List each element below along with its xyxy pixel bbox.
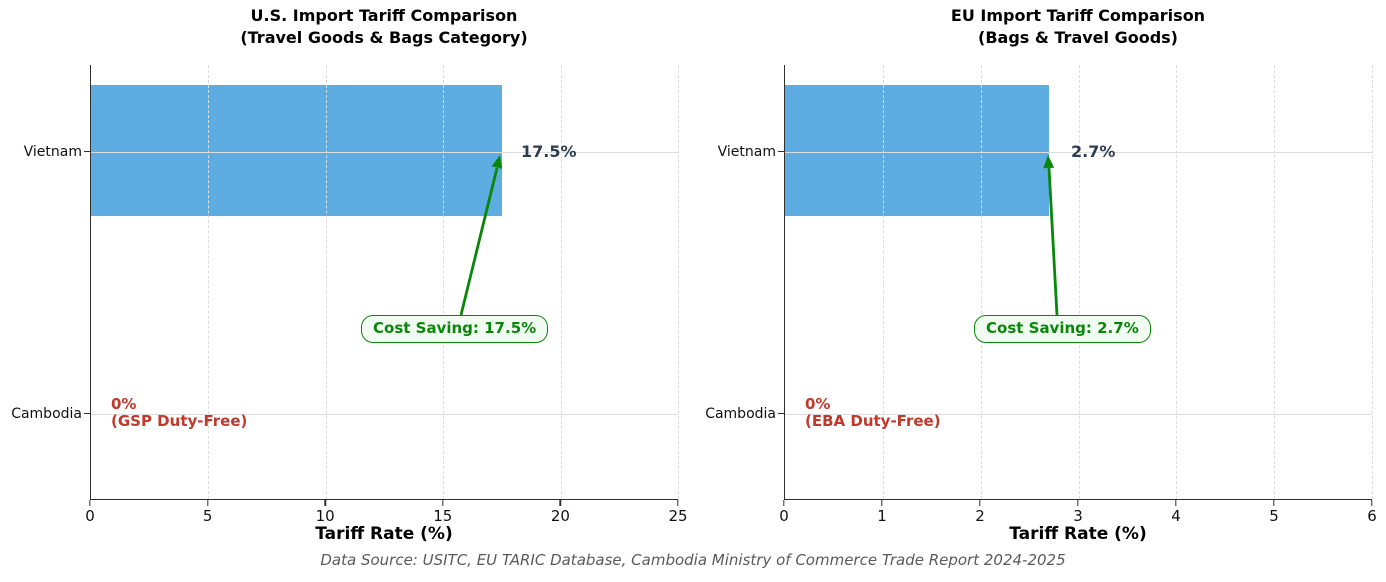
plot-area: 2.7% 0% (EBA Duty-Free) Cost Saving: 2.7… — [784, 65, 1373, 500]
gridline-vertical — [208, 65, 210, 499]
gridline-vertical — [1274, 65, 1276, 499]
bar-vietnam[interactable] — [785, 85, 1050, 216]
chart-title-line2: (Travel Goods & Bags Category) — [240, 28, 528, 47]
cambodia-duty-free-note: 0% (GSP Duty-Free) — [111, 396, 247, 430]
chart-title-line2: (Bags & Travel Goods) — [978, 28, 1178, 47]
bar-value-label: 17.5% — [521, 142, 577, 161]
bar-value-label: 2.7% — [1071, 142, 1116, 161]
y-tick-mark — [778, 413, 784, 415]
data-source-footer: Data Source: USITC, EU TARIC Database, C… — [320, 551, 1066, 569]
x-tick-mark — [324, 500, 326, 506]
x-tick-mark — [1273, 500, 1275, 506]
x-tick-mark — [89, 500, 91, 506]
cost-saving-annotation: Cost Saving: 2.7% — [974, 315, 1151, 343]
chart-title-line1: EU Import Tariff Comparison — [950, 6, 1206, 25]
gridline-vertical — [678, 65, 679, 499]
cambodia-duty-free-note: 0% (EBA Duty-Free) — [805, 396, 941, 430]
y-tick-mark — [778, 151, 784, 153]
x-tick-mark — [559, 500, 562, 506]
gridline-vertical — [560, 65, 562, 499]
x-axis-label: Tariff Rate (%) — [315, 524, 453, 544]
y-tick-label-cambodia: Cambodia — [705, 406, 776, 422]
chart-title: U.S. Import Tariff Comparison (Travel Go… — [90, 5, 678, 49]
gridline-vertical — [980, 65, 982, 499]
gridline-vertical — [1078, 65, 1080, 499]
gridline-vertical — [443, 65, 445, 499]
cost-saving-annotation: Cost Saving: 17.5% — [361, 315, 549, 343]
x-tick-mark — [1175, 500, 1177, 506]
x-tick-label: 0 — [779, 507, 789, 525]
y-tick-label-cambodia: Cambodia — [11, 406, 82, 422]
gridline-horizontal — [91, 414, 678, 415]
x-tick-mark — [206, 500, 209, 506]
x-tick-label: 3 — [1073, 507, 1083, 525]
x-tick-mark — [442, 500, 444, 506]
x-tick-label: 1 — [877, 507, 887, 525]
x-tick-mark — [979, 500, 981, 506]
gridline-vertical — [1176, 65, 1178, 499]
gridline-vertical — [325, 65, 327, 499]
x-axis: 0 1 2 3 4 5 6 — [779, 500, 1377, 530]
x-tick-label: 5 — [1269, 507, 1279, 525]
x-tick-label: 2 — [975, 507, 985, 525]
y-tick-label-vietnam: Vietnam — [23, 144, 82, 160]
chart-title: EU Import Tariff Comparison (Bags & Trav… — [784, 5, 1372, 49]
x-tick-label: 15 — [433, 507, 453, 525]
x-tick-mark — [881, 500, 883, 506]
chart-title-line1: U.S. Import Tariff Comparison — [250, 6, 518, 25]
x-axis-label: Tariff Rate (%) — [1009, 524, 1147, 544]
y-tick-mark — [84, 151, 90, 153]
x-tick-label: 5 — [202, 507, 213, 525]
gridline-vertical — [1372, 65, 1373, 499]
plot-area: 17.5% 0% (GSP Duty-Free) Cost Saving: 17… — [90, 65, 679, 500]
zero-percent-label: 0% — [805, 395, 831, 413]
x-tick-label: 10 — [315, 507, 335, 525]
zero-percent-label: 0% — [111, 395, 137, 413]
gridline-horizontal — [91, 152, 678, 153]
duty-free-program-label: (GSP Duty-Free) — [111, 412, 248, 430]
duty-free-program-label: (EBA Duty-Free) — [805, 412, 941, 430]
x-tick-label: 6 — [1367, 507, 1377, 525]
x-tick-label: 20 — [550, 507, 570, 525]
x-tick-label: 0 — [85, 507, 95, 525]
x-tick-mark — [1371, 500, 1373, 506]
y-tick-mark — [84, 413, 90, 415]
x-tick-label: 25 — [668, 507, 688, 525]
x-tick-mark — [677, 500, 679, 506]
x-tick-mark — [783, 500, 785, 506]
y-tick-label-vietnam: Vietnam — [717, 144, 776, 160]
x-tick-label: 4 — [1171, 507, 1181, 525]
gridline-vertical — [882, 65, 884, 499]
bar-vietnam[interactable] — [91, 85, 502, 216]
x-axis: 0 5 10 15 20 25 — [85, 500, 688, 530]
x-tick-mark — [1077, 500, 1079, 506]
